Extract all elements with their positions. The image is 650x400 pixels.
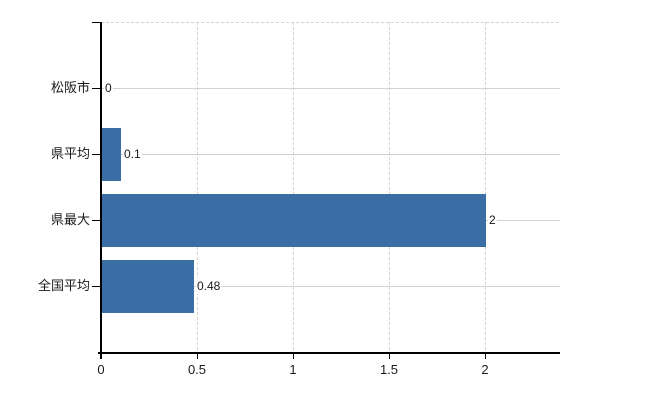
- h-gridline-row-1: [101, 154, 560, 155]
- bar-3: [102, 260, 194, 313]
- y-axis-tick-4: [92, 286, 100, 287]
- value-label-2: 2: [488, 212, 497, 228]
- v-gridline-0.5: [197, 22, 198, 352]
- y-axis-tick-2: [92, 154, 100, 155]
- x-tick-label-1: 1: [289, 362, 297, 377]
- x-axis-tick-0: [101, 354, 102, 359]
- x-tick-label-2: 2: [481, 362, 489, 377]
- x-tick-label-1.5: 1.5: [379, 362, 399, 377]
- category-label-1: 県平均: [50, 146, 90, 161]
- h-gridline-row-0: [101, 88, 560, 89]
- x-axis-tick-2: [485, 354, 486, 359]
- bar-1: [102, 128, 121, 181]
- y-axis-tick-0: [92, 22, 100, 23]
- bar-2: [102, 194, 486, 247]
- v-gridline-1.5: [389, 22, 390, 352]
- value-label-1: 0.1: [123, 146, 142, 162]
- value-label-3: 0.48: [196, 278, 222, 294]
- x-axis-tick-0.5: [197, 354, 198, 359]
- plot-top-border: [101, 22, 560, 23]
- v-gridline-1: [293, 22, 294, 352]
- y-axis-tick-3: [92, 220, 100, 221]
- value-label-0: 0: [104, 80, 113, 96]
- y-axis-line: [100, 22, 102, 359]
- category-label-0: 松阪市: [50, 80, 90, 95]
- x-tick-label-0.5: 0.5: [187, 362, 207, 377]
- v-gridline-2: [485, 22, 486, 352]
- y-axis-tick-1: [92, 88, 100, 89]
- category-label-3: 全国平均: [37, 278, 90, 293]
- x-tick-label-0: 0: [97, 362, 105, 377]
- x-axis-line: [98, 352, 560, 354]
- category-label-2: 県最大: [50, 212, 90, 227]
- x-axis-tick-1: [293, 354, 294, 359]
- h-gridline-row-3: [101, 286, 560, 287]
- x-axis-tick-1.5: [389, 354, 390, 359]
